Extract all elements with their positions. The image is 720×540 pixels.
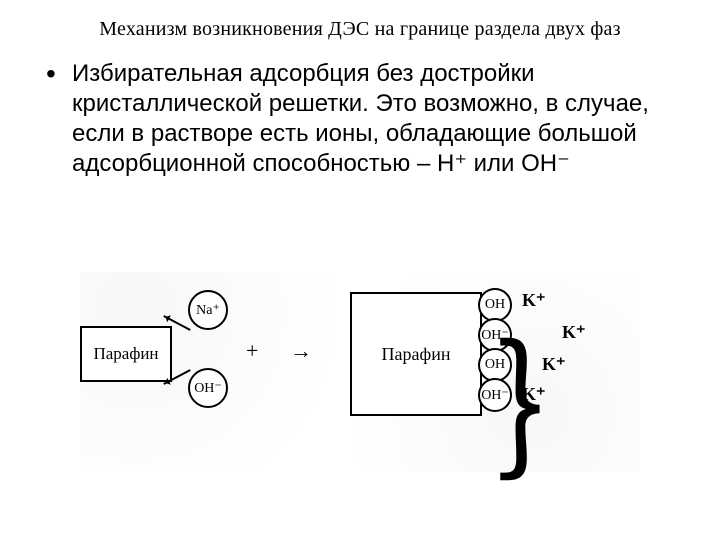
diagram: Парафин Na⁺ OH⁻ + → Парафин OH OH⁻ OH (80, 272, 640, 472)
left-paraffin-box: Парафин (80, 326, 172, 382)
brace-icon: ︷ (488, 334, 638, 500)
k-ion-1: K⁺ (522, 290, 546, 311)
right-paraffin-label: Парафин (382, 344, 451, 365)
body-bullet: Избирательная адсорбция без достройки кр… (72, 59, 684, 179)
slide-title: Механизм возникновения ДЭС на границе ра… (36, 18, 684, 41)
arrow-operator: → (290, 338, 312, 364)
oh-adsorbed-1-label: OH (485, 297, 505, 313)
body-list: Избирательная адсорбция без достройки кр… (36, 59, 684, 179)
right-paraffin-box: Парафин (350, 292, 482, 416)
left-paraffin-label: Парафин (93, 344, 158, 364)
na-ion-circle: Na⁺ (188, 290, 228, 330)
oh-ion-circle: OH⁻ (188, 368, 228, 408)
oh-ion-label: OH⁻ (194, 380, 222, 397)
na-ion-label: Na⁺ (196, 302, 220, 319)
plus-operator: + (246, 338, 258, 364)
oh-adsorbed-1: OH (478, 288, 512, 322)
